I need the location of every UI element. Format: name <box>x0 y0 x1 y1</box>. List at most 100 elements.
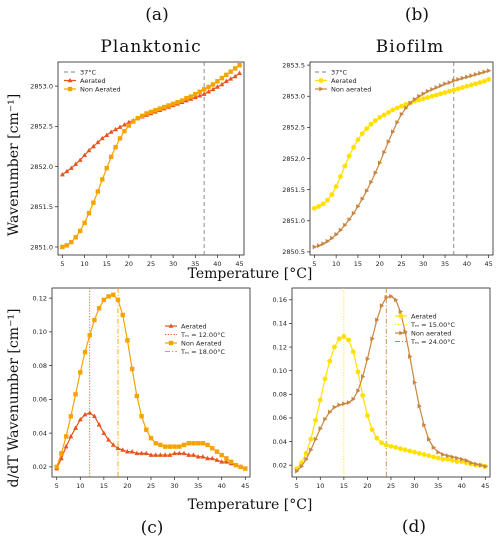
data-point <box>333 184 339 189</box>
data-point <box>375 317 380 323</box>
data-point <box>346 153 352 159</box>
x-tick-label: 20 <box>363 482 371 490</box>
data-point <box>312 244 317 250</box>
x-tick-label: 15 <box>340 482 348 490</box>
y-tick-label: 0.12 <box>273 343 287 351</box>
data-point <box>464 83 470 89</box>
data-point <box>120 312 125 318</box>
data-point <box>219 75 225 81</box>
data-point <box>459 456 465 462</box>
data-point <box>176 450 182 456</box>
data-point <box>82 411 88 417</box>
data-point <box>478 70 483 76</box>
data-point <box>356 388 361 394</box>
x-tick-label: 15 <box>103 260 111 268</box>
data-point <box>346 337 351 343</box>
data-point <box>343 222 348 228</box>
data-point <box>316 243 322 249</box>
x-tick-label: 10 <box>80 260 88 268</box>
data-point <box>351 396 356 402</box>
data-point <box>64 243 70 248</box>
data-point <box>77 416 83 422</box>
data-point <box>443 81 448 87</box>
data-point <box>337 402 342 408</box>
data-point <box>318 426 323 431</box>
x-tick-label: 35 <box>441 260 449 268</box>
data-point <box>398 446 403 452</box>
data-point <box>317 397 323 403</box>
data-point <box>455 455 460 461</box>
data-point <box>433 92 439 98</box>
data-point <box>426 453 432 459</box>
data-point <box>372 118 378 123</box>
data-point <box>162 452 168 457</box>
data-point <box>172 450 177 456</box>
x-tick-label: 30 <box>170 482 178 490</box>
data-point <box>186 452 192 457</box>
data-point <box>117 136 123 141</box>
data-point <box>111 292 116 297</box>
data-point <box>197 89 202 94</box>
x-tick-label: 10 <box>316 482 324 490</box>
x-tick-label: 35 <box>194 482 202 490</box>
data-point <box>95 189 101 194</box>
data-point <box>379 303 385 309</box>
panel-label-d: (d) <box>402 517 426 537</box>
data-point <box>332 344 337 350</box>
data-point <box>321 241 326 247</box>
data-point <box>329 192 335 198</box>
y-tick-label: 2851.5 <box>282 186 305 194</box>
data-point <box>101 430 107 435</box>
data-point <box>210 446 215 451</box>
data-point <box>195 454 201 459</box>
y-tick-label: 0.06 <box>33 396 47 404</box>
data-point <box>442 90 448 95</box>
data-point <box>113 145 118 150</box>
data-point <box>440 456 446 462</box>
x-tick-label: 20 <box>376 260 384 268</box>
data-point <box>167 452 173 457</box>
data-point <box>384 295 389 300</box>
y-tick-label: 0.04 <box>33 429 47 437</box>
data-point <box>184 95 189 101</box>
data-point <box>144 111 149 116</box>
legend-label: 37°C <box>80 68 97 76</box>
legend-marker <box>319 86 324 92</box>
data-point <box>473 81 478 87</box>
data-point <box>162 104 167 110</box>
data-point <box>181 442 187 448</box>
data-point <box>421 452 427 457</box>
data-point <box>377 160 383 166</box>
data-point <box>325 238 331 244</box>
data-point <box>388 443 394 449</box>
data-point <box>394 105 400 111</box>
x-tick-label: 45 <box>241 482 249 490</box>
data-point <box>219 81 225 87</box>
data-point <box>122 128 127 134</box>
data-point <box>436 449 441 455</box>
data-point <box>125 338 130 343</box>
data-point <box>54 464 59 470</box>
data-point <box>228 76 234 81</box>
data-point <box>87 333 92 338</box>
data-point <box>393 297 399 303</box>
data-point <box>219 452 224 458</box>
data-point <box>100 177 105 182</box>
data-point <box>214 449 220 454</box>
data-point <box>482 69 487 75</box>
x-tick-label: 15 <box>100 482 108 490</box>
y-tick-label: 0.10 <box>33 328 47 336</box>
x-tick-label: 30 <box>419 260 427 268</box>
data-point <box>395 119 400 125</box>
data-point <box>95 139 101 145</box>
y-tick-label: 2851.0 <box>282 217 305 225</box>
y-axis-label-top: Wavenumber [cm⁻¹] <box>6 94 22 236</box>
data-point <box>454 459 460 465</box>
data-point <box>477 80 483 85</box>
data-point <box>386 110 391 115</box>
data-point <box>186 441 191 446</box>
data-point <box>316 204 322 209</box>
data-point <box>179 98 185 103</box>
